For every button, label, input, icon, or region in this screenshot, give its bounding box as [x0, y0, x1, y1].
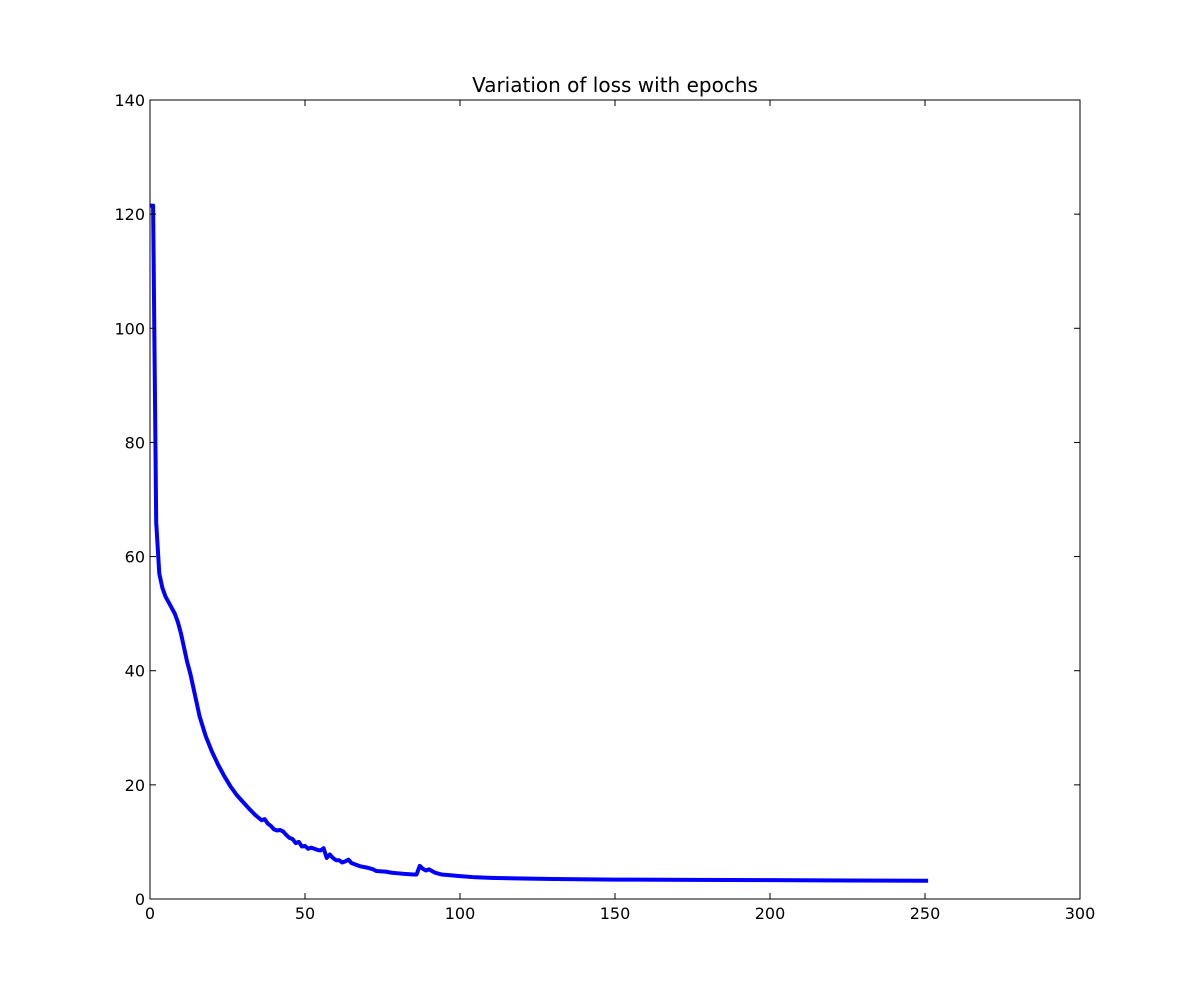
x-tick-label: 100 [445, 904, 476, 923]
y-tick-label: 20 [125, 776, 145, 795]
x-tick-label: 150 [600, 904, 631, 923]
y-tick-label: 100 [114, 319, 145, 338]
y-tick-label: 60 [125, 548, 145, 567]
y-tick-label: 0 [135, 890, 145, 909]
plot-area [150, 100, 1080, 899]
y-tick-label: 40 [125, 662, 145, 681]
x-tick-label: 50 [295, 904, 315, 923]
x-tick-label: 250 [910, 904, 941, 923]
plot-background [150, 100, 1080, 899]
axes: 0 50 100 150 200 250 300 0 20 40 60 80 100 120 140 [114, 91, 1095, 923]
series-line-0 [150, 203, 929, 883]
x-tick-label: 200 [755, 904, 786, 923]
y-tick-label: 120 [114, 205, 145, 224]
x-tick-label: 0 [145, 904, 155, 923]
y-tick-label: 140 [114, 91, 145, 110]
y-tick-label: 80 [125, 433, 145, 452]
chart-title: Variation of loss with epochs [472, 73, 758, 97]
x-tick-label: 300 [1065, 904, 1096, 923]
